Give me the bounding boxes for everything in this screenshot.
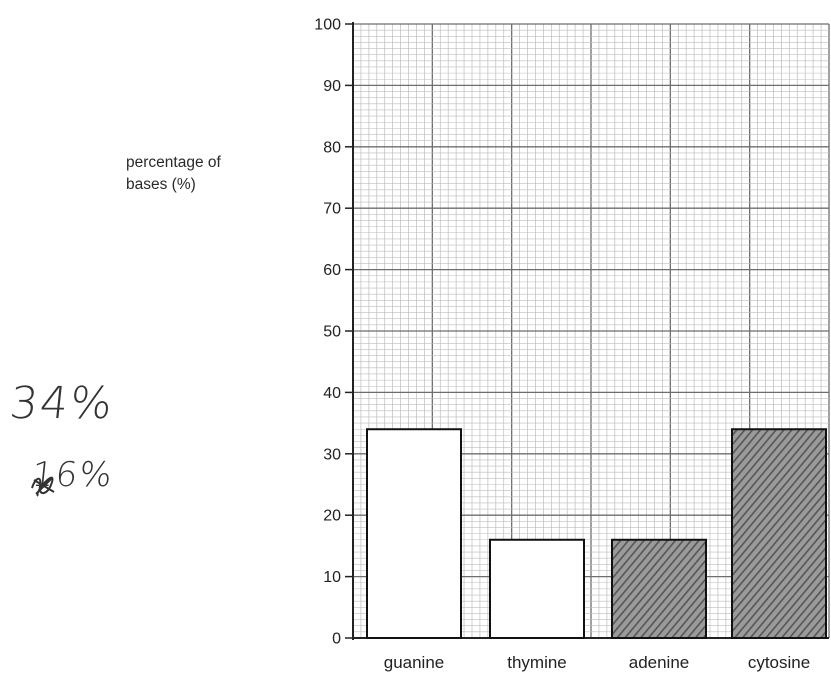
handwritten-note-2: 16% xyxy=(29,455,116,495)
y-tick-label: 20 xyxy=(323,508,341,525)
y-axis-label-line-1: percentage of xyxy=(126,154,221,171)
handwritten-note-1: 34% xyxy=(7,378,117,429)
y-tick-label: 40 xyxy=(323,385,341,402)
scribble-mark xyxy=(31,476,55,497)
y-axis-label-line-2: bases (%) xyxy=(126,176,196,193)
bar-thymine xyxy=(489,538,585,640)
bar-guanine xyxy=(366,428,462,639)
bar-cytosine xyxy=(731,428,827,639)
y-tick-label: 50 xyxy=(323,324,341,341)
y-tick-label: 80 xyxy=(323,139,341,156)
x-tick-label: cytosine xyxy=(748,653,810,672)
bar-adenine xyxy=(611,538,707,640)
y-tick-label: 100 xyxy=(314,17,341,34)
y-tick-label: 70 xyxy=(323,201,341,218)
y-tick-label: 0 xyxy=(332,631,341,648)
y-tick-label: 30 xyxy=(323,446,341,463)
x-tick-label: thymine xyxy=(507,653,567,672)
y-tick-label: 10 xyxy=(323,569,341,586)
y-tick-label: 60 xyxy=(323,262,341,279)
y-tick-label: 90 xyxy=(323,78,341,95)
x-tick-label: adenine xyxy=(629,653,690,672)
y-axis-label: percentage of bases (%) xyxy=(126,152,221,196)
x-tick-label: guanine xyxy=(384,653,445,672)
